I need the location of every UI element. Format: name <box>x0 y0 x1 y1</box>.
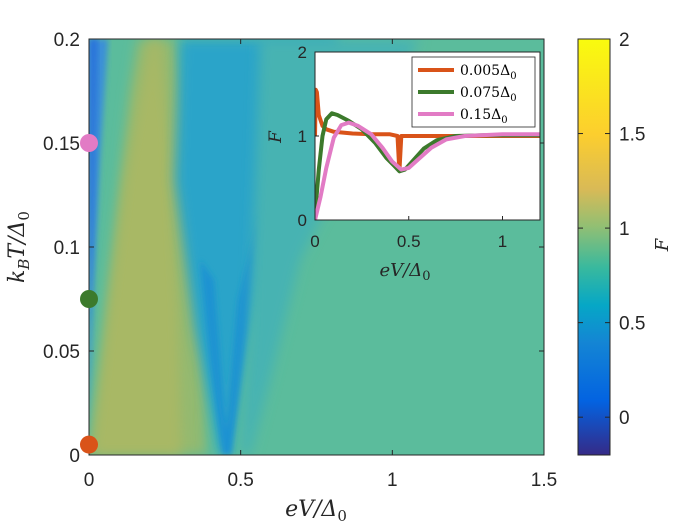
x-tick-label: 0.5 <box>227 470 253 491</box>
inset-y-tick-label: 2 <box>298 43 307 62</box>
y-axis: 0 0.05 0.1 0.15 0.2 <box>43 30 544 467</box>
series-line-2 <box>315 120 540 220</box>
marker-T-0.15 <box>80 134 98 152</box>
inset-y-axis: 0 1 2 <box>298 43 319 230</box>
heatmap-plateau-transition <box>240 39 420 455</box>
x-axis: 0 0.5 1 1.5 <box>84 39 557 491</box>
legend-label-2: 0.15Δ0 <box>460 107 508 126</box>
series-line-0 <box>315 87 540 170</box>
y-tick-label: 0.15 <box>43 134 80 155</box>
x-tick-label: 1.5 <box>531 470 557 491</box>
colorbar-title: F <box>652 237 673 252</box>
series-line-1 <box>315 111 540 216</box>
legend-label-0: 0.005Δ0 <box>460 63 517 82</box>
inset-x-axis-title: eV/Δ0 <box>380 260 431 284</box>
x-tick-label: 0 <box>84 470 95 491</box>
y-axis-title: kBT/Δ0 <box>5 211 33 283</box>
colorbar: 0 0.5 1 1.5 2 F <box>577 30 673 456</box>
colorbar-frame <box>577 38 611 456</box>
x-axis-title: eV/Δ0 <box>285 497 347 525</box>
y-tick-label: 0.1 <box>54 238 80 259</box>
inset-legend: 0.005Δ0 0.075Δ0 0.15Δ0 <box>411 56 536 128</box>
colorbar-gradient <box>578 39 610 455</box>
temperature-markers <box>80 134 98 454</box>
inset-series <box>315 87 540 220</box>
colorbar-tick-label: 2 <box>619 30 630 51</box>
inset-y-axis-title: F <box>266 130 286 144</box>
inset-x-tick-label: 0 <box>310 232 319 251</box>
x-tick-label: 1 <box>387 470 398 491</box>
marker-T-0.005 <box>80 435 98 454</box>
colorbar-ticks: 0 0.5 1 1.5 2 <box>578 30 645 429</box>
inset-y-tick-label: 0 <box>298 211 307 230</box>
y-tick-label: 0 <box>69 446 80 467</box>
inset-x-tick-label: 1 <box>498 232 507 251</box>
heatmap-surface <box>89 39 420 455</box>
y-tick-label: 0.2 <box>54 30 80 51</box>
marker-T-0.075 <box>80 290 98 308</box>
colorbar-tick-label: 1 <box>619 219 630 240</box>
heatmap-gap-valley-core <box>200 210 260 455</box>
colorbar-tick-label: 0.5 <box>619 314 645 335</box>
inset-x-axis: 0 0.5 1 <box>310 216 507 251</box>
inset-y-tick-label: 1 <box>298 127 307 146</box>
legend-label-1: 0.075Δ0 <box>460 85 517 104</box>
colorbar-tick-label: 1.5 <box>619 125 645 146</box>
heatmap-low-edge-core <box>89 39 98 330</box>
inset-x-tick-label: 0.5 <box>397 232 421 251</box>
y-tick-label: 0.05 <box>43 342 80 363</box>
heatmap-peak-ridge-core <box>92 39 182 455</box>
colorbar-tick-label: 0 <box>619 408 630 429</box>
